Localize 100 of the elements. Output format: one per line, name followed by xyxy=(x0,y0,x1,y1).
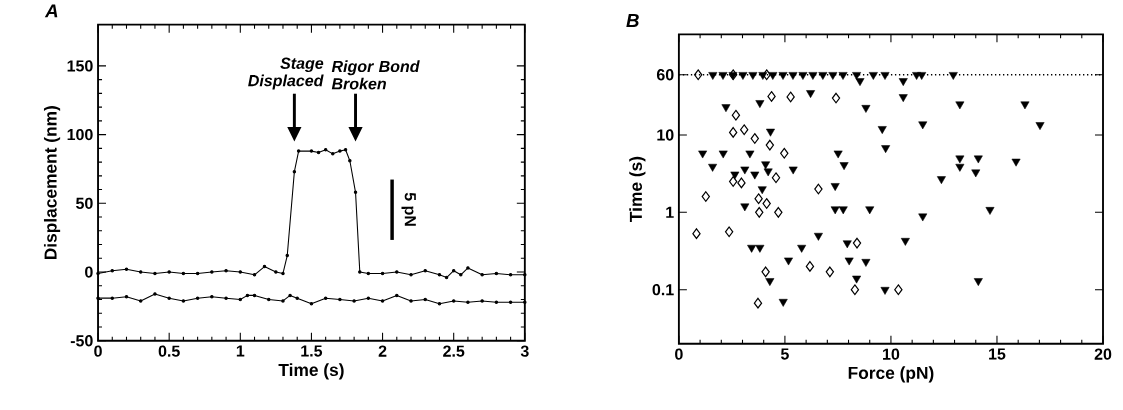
y-tick-label: -50 xyxy=(70,335,93,347)
annotation: 5 pN xyxy=(401,192,416,226)
annotation: Rigor Bond Broken xyxy=(331,60,420,90)
point xyxy=(737,177,746,189)
y-axis-title: Time (s) xyxy=(629,156,646,223)
x-tick-label: 2.5 xyxy=(443,345,465,357)
point xyxy=(195,271,200,276)
point xyxy=(395,270,399,274)
point xyxy=(331,152,335,156)
point xyxy=(852,237,862,249)
point xyxy=(753,297,763,309)
point xyxy=(224,269,228,273)
point xyxy=(409,299,413,303)
point xyxy=(814,183,823,195)
point xyxy=(825,266,835,278)
point xyxy=(343,148,348,152)
point xyxy=(181,271,186,276)
point xyxy=(731,109,741,121)
point xyxy=(409,273,413,277)
point xyxy=(138,270,143,274)
point xyxy=(295,296,299,301)
point xyxy=(292,170,297,174)
point xyxy=(358,270,362,274)
x-tick-label: 20 xyxy=(1094,348,1112,360)
point xyxy=(274,270,278,274)
point xyxy=(96,296,100,301)
point xyxy=(780,147,789,159)
x-tick-label: 0 xyxy=(675,348,683,360)
y-tick-label: 150 xyxy=(67,60,93,72)
y-tick-label: 50 xyxy=(76,197,93,210)
point xyxy=(238,270,243,274)
point xyxy=(353,190,358,195)
point xyxy=(323,296,328,301)
y-tick-label: 1 xyxy=(666,206,674,218)
y-tick-label: 0 xyxy=(85,266,93,278)
point xyxy=(224,296,228,301)
point xyxy=(309,302,314,306)
point xyxy=(466,266,470,270)
point xyxy=(701,191,711,203)
point xyxy=(894,284,903,296)
point xyxy=(323,148,328,152)
point xyxy=(767,91,776,102)
point xyxy=(728,127,738,138)
point xyxy=(296,149,301,153)
x-tick-label: 5 xyxy=(780,348,789,360)
point xyxy=(124,267,129,272)
x-tick-label: 10 xyxy=(883,348,900,360)
point xyxy=(508,300,513,305)
point xyxy=(153,271,157,276)
point xyxy=(508,273,513,277)
point xyxy=(153,292,157,296)
point xyxy=(750,133,759,145)
point xyxy=(437,302,442,306)
y-axis-title: Displacement (nm) xyxy=(43,106,61,260)
x-tick-label: 1 xyxy=(236,345,245,357)
point xyxy=(762,198,771,210)
point xyxy=(494,300,499,305)
point xyxy=(96,271,100,276)
point xyxy=(831,92,841,104)
point xyxy=(338,149,342,153)
point xyxy=(728,176,738,188)
point xyxy=(288,293,292,298)
point xyxy=(423,297,427,302)
point xyxy=(167,296,171,301)
point xyxy=(771,172,781,184)
x-axis-title: Force (pN) xyxy=(848,366,934,383)
point xyxy=(444,275,449,280)
point xyxy=(459,273,463,277)
x-tick-label: 15 xyxy=(989,348,1006,360)
point xyxy=(739,124,749,136)
point xyxy=(786,91,795,103)
point xyxy=(755,207,764,218)
point xyxy=(380,299,385,303)
point xyxy=(238,297,243,302)
point xyxy=(252,273,257,277)
point xyxy=(210,270,214,274)
point xyxy=(774,207,783,218)
point xyxy=(245,293,250,298)
point xyxy=(693,69,703,81)
point xyxy=(262,264,267,269)
point xyxy=(480,273,484,277)
point xyxy=(281,271,285,276)
point xyxy=(466,300,470,305)
x-tick-label: 1.5 xyxy=(301,345,323,357)
point xyxy=(110,269,114,273)
point xyxy=(451,269,456,273)
point xyxy=(765,139,775,151)
x-tick-label: 2 xyxy=(378,345,387,357)
point xyxy=(724,226,734,238)
point xyxy=(167,270,171,274)
point xyxy=(195,296,200,301)
point xyxy=(267,297,271,302)
x-tick-label: 0 xyxy=(94,345,102,357)
point xyxy=(805,261,815,272)
point xyxy=(316,150,321,155)
point xyxy=(480,299,484,303)
point xyxy=(281,299,285,303)
point xyxy=(138,299,143,303)
point xyxy=(692,228,701,240)
point xyxy=(309,149,314,153)
